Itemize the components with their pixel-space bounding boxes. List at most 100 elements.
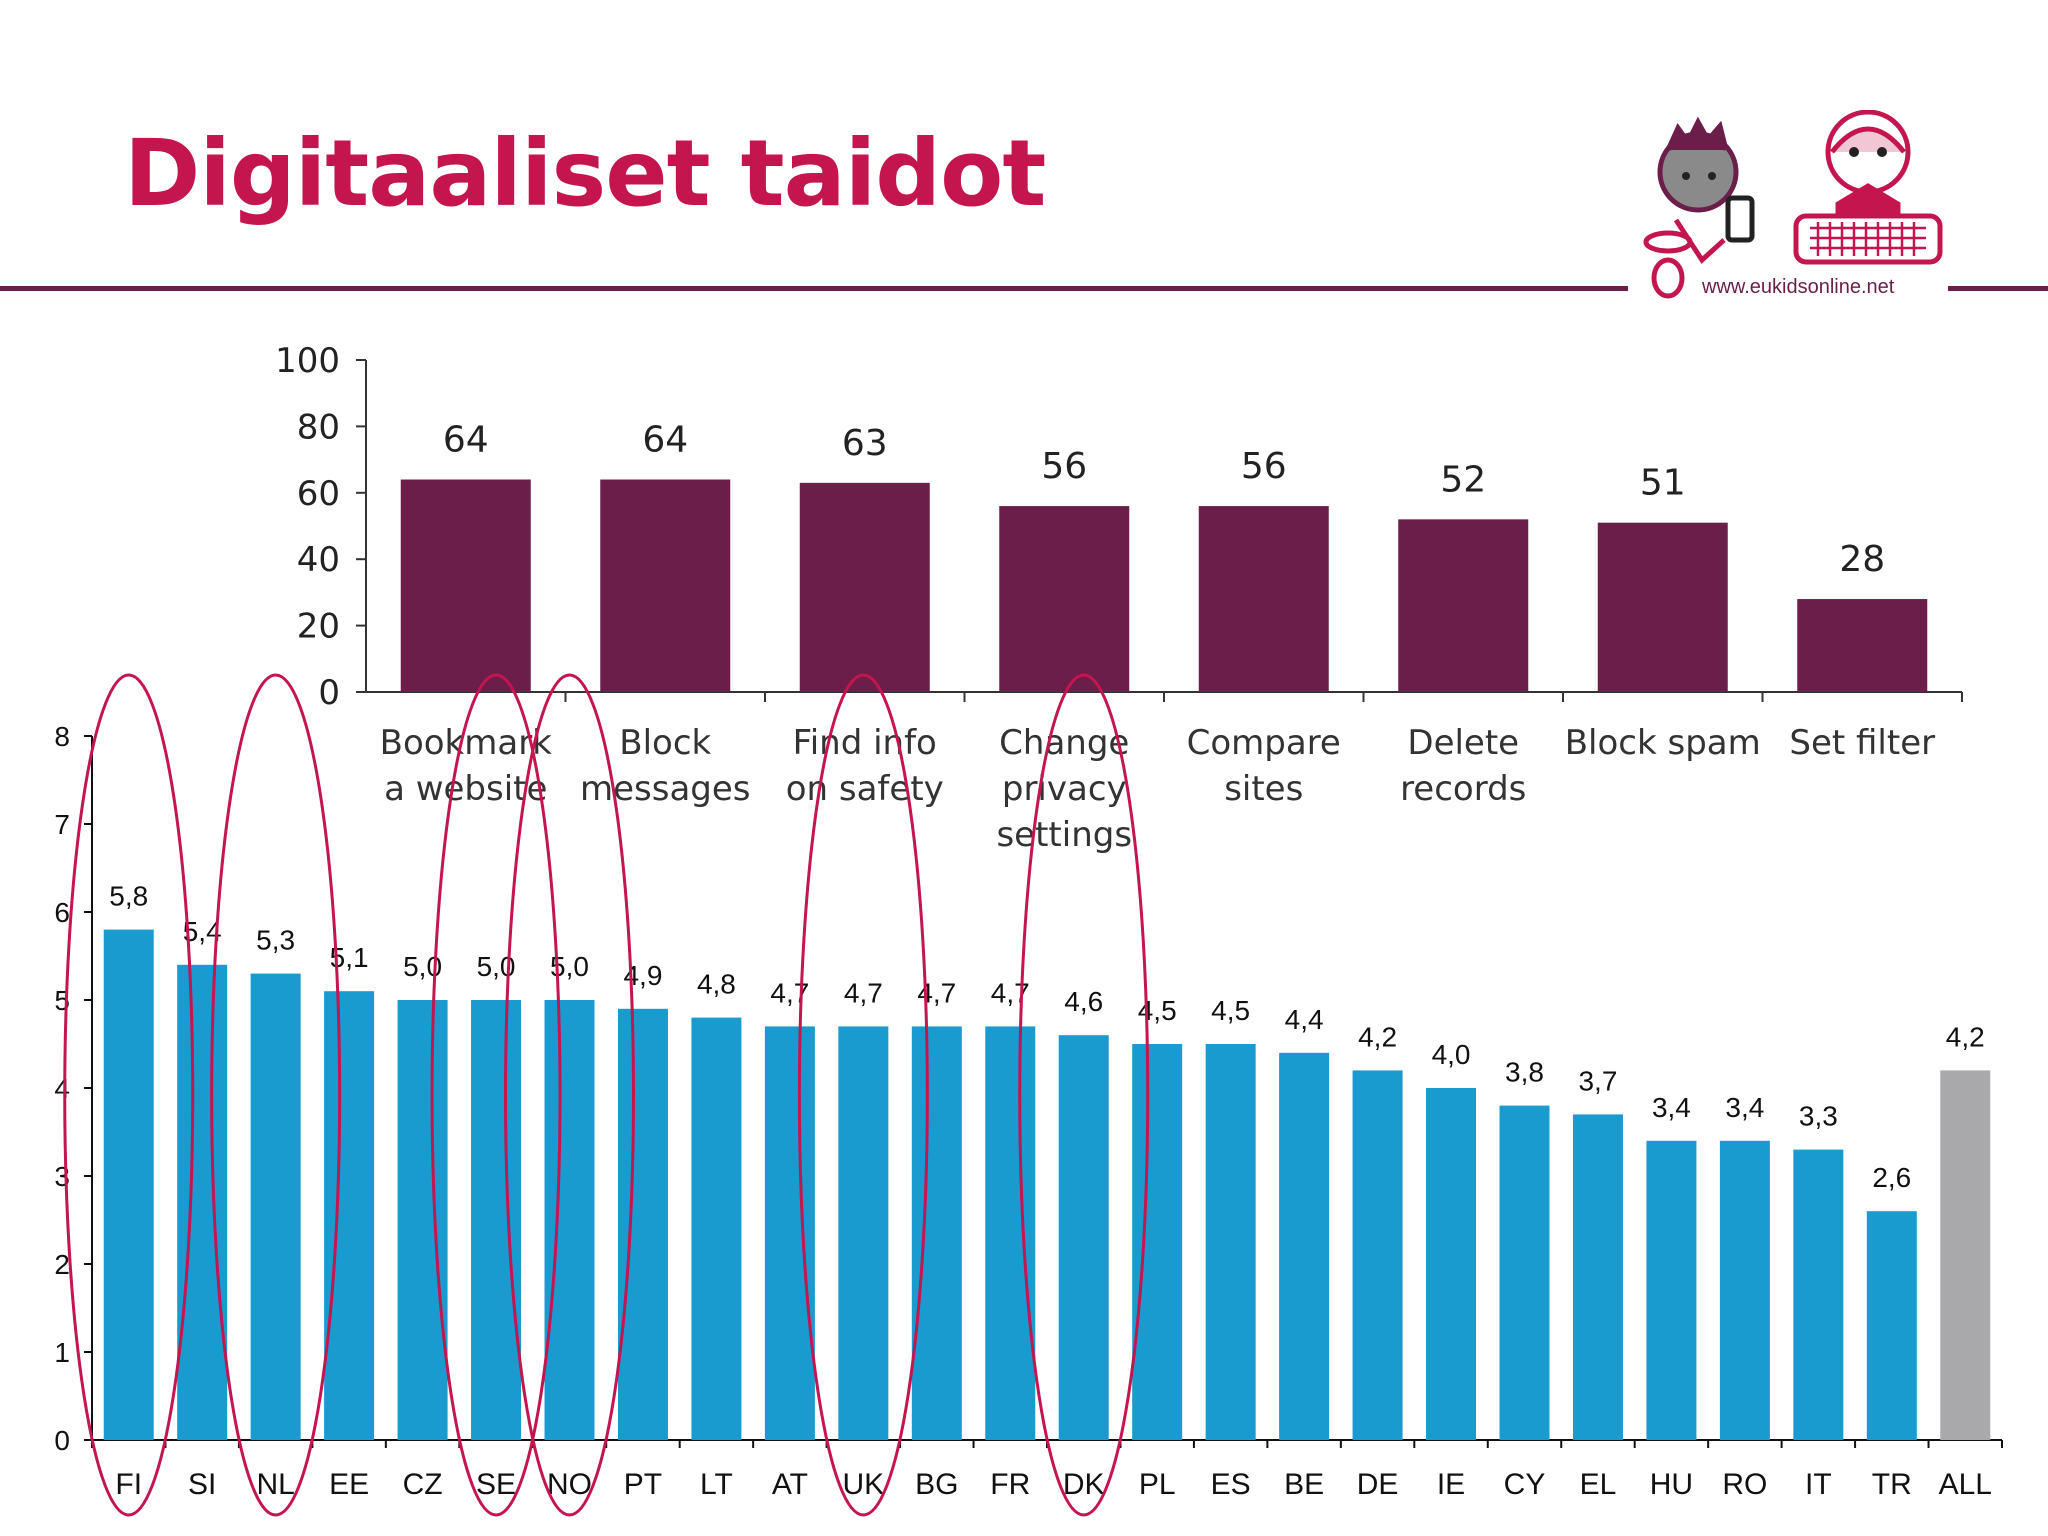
bottom-category-label: BG (915, 1468, 958, 1501)
bottom-category-label: ES (1211, 1468, 1251, 1501)
bottom-bar (911, 1026, 962, 1440)
bottom-bar (1940, 1070, 1991, 1440)
bottom-bar (617, 1008, 668, 1440)
top-value-label: 28 (1839, 539, 1885, 580)
highlight-circle (504, 673, 635, 1517)
bottom-bar (1793, 1149, 1844, 1440)
bottom-category-label: IE (1437, 1468, 1465, 1501)
bottom-category-label: BE (1284, 1468, 1324, 1501)
bottom-category-label: ALL (1939, 1468, 1992, 1501)
bottom-value-label: 4,2 (1358, 1021, 1397, 1052)
top-category-label: Block (619, 723, 711, 763)
top-category-label: Block spam (1565, 723, 1761, 763)
top-y-tick-label: 100 (275, 341, 340, 381)
bottom-bar (764, 1026, 815, 1440)
bottom-bar (177, 964, 228, 1440)
top-bar (1198, 506, 1329, 692)
bottom-y-tick-label: 6 (54, 897, 70, 928)
bottom-value-label: 4,5 (1138, 995, 1177, 1026)
top-category-label: Find info (793, 723, 937, 763)
bottom-category-label: IT (1805, 1468, 1832, 1501)
top-y-tick-label: 40 (297, 540, 340, 580)
bottom-category-label: HU (1650, 1468, 1693, 1501)
bottom-value-label: 4,7 (917, 977, 956, 1008)
bottom-value-label: 3,4 (1652, 1092, 1691, 1123)
bottom-category-label: PL (1139, 1468, 1176, 1501)
bottom-y-tick-label: 4 (54, 1073, 70, 1104)
bottom-value-label: 3,8 (1505, 1057, 1544, 1088)
bottom-category-label: DE (1357, 1468, 1399, 1501)
bottom-bar (1572, 1114, 1623, 1440)
bottom-category-label: SE (476, 1468, 516, 1501)
bottom-category-label: TR (1872, 1468, 1912, 1501)
top-bar (799, 482, 930, 692)
bottom-value-label: 4,0 (1432, 1039, 1471, 1070)
bottom-value-label: 3,4 (1725, 1092, 1764, 1123)
top-value-label: 64 (642, 420, 688, 461)
bottom-bar (1426, 1088, 1477, 1440)
top-y-tick-label: 20 (297, 607, 340, 647)
bottom-category-label: AT (772, 1468, 808, 1501)
bottom-category-label: UK (843, 1468, 885, 1501)
bottom-value-label: 4,7 (844, 977, 883, 1008)
bottom-bar (1499, 1105, 1550, 1440)
highlight-circle (430, 673, 562, 1517)
bottom-value-label: 4,8 (697, 969, 736, 1000)
bottom-bar (324, 991, 375, 1440)
logo-url-text: www.eukidsonline.net (1698, 276, 1899, 299)
highlight-circle (797, 673, 929, 1517)
bottom-value-label: 4,6 (1064, 986, 1103, 1017)
top-value-label: 51 (1640, 463, 1686, 504)
bottom-category-label: LT (700, 1468, 733, 1501)
bottom-bar (1866, 1211, 1917, 1440)
bottom-category-label: CY (1504, 1468, 1546, 1501)
bottom-category-label: CZ (403, 1468, 443, 1501)
top-bar (999, 506, 1130, 692)
top-y-tick-label: 0 (318, 673, 340, 713)
bottom-value-label: 4,7 (770, 977, 809, 1008)
top-bar (600, 479, 731, 692)
bottom-category-label: EL (1580, 1468, 1617, 1501)
top-value-label: 56 (1241, 446, 1287, 487)
bottom-y-tick-label: 1 (54, 1337, 70, 1368)
bottom-bar (1646, 1140, 1697, 1440)
bottom-category-label: NO (547, 1468, 592, 1501)
top-category-label: Set filter (1789, 723, 1935, 763)
bottom-y-tick-label: 8 (54, 721, 70, 752)
top-category-label: Delete (1407, 723, 1519, 763)
bottom-bar (1205, 1044, 1256, 1440)
bottom-category-label: EE (329, 1468, 369, 1501)
bottom-value-label: 4,5 (1211, 995, 1250, 1026)
bottom-value-label: 5,3 (256, 925, 295, 956)
bottom-bar (103, 929, 154, 1440)
top-value-label: 56 (1041, 446, 1087, 487)
bottom-value-label: 3,3 (1799, 1101, 1838, 1132)
top-category-label: messages (580, 769, 751, 809)
bottom-value-label: 3,7 (1578, 1065, 1617, 1096)
bottom-bar (1132, 1044, 1183, 1440)
top-category-label: Compare (1187, 723, 1341, 763)
top-y-tick-label: 60 (297, 474, 340, 514)
bottom-y-tick-label: 2 (54, 1249, 70, 1280)
bottom-value-label: 2,6 (1872, 1162, 1911, 1193)
top-bar (1597, 522, 1728, 692)
top-category-label: a website (384, 769, 547, 809)
bottom-category-label: FI (115, 1468, 142, 1501)
bottom-bar (691, 1017, 742, 1440)
bottom-bar (985, 1026, 1036, 1440)
bottom-bar (1058, 1035, 1109, 1440)
bottom-category-label: DK (1063, 1468, 1105, 1501)
eu-kids-online-logo (1643, 110, 1943, 299)
highlight-circle (1018, 673, 1150, 1517)
top-category-label: Change (999, 723, 1129, 763)
title-divider (0, 286, 1628, 291)
bottom-y-tick-label: 0 (54, 1425, 70, 1456)
bottom-bar (838, 1026, 889, 1440)
bottom-value-label: 4,2 (1946, 1021, 1985, 1052)
top-category-label: settings (996, 815, 1132, 855)
bottom-bar (544, 1000, 595, 1440)
bottom-value-label: 4,7 (991, 977, 1030, 1008)
top-category-label: sites (1224, 769, 1303, 809)
highlight-circle (63, 673, 195, 1517)
